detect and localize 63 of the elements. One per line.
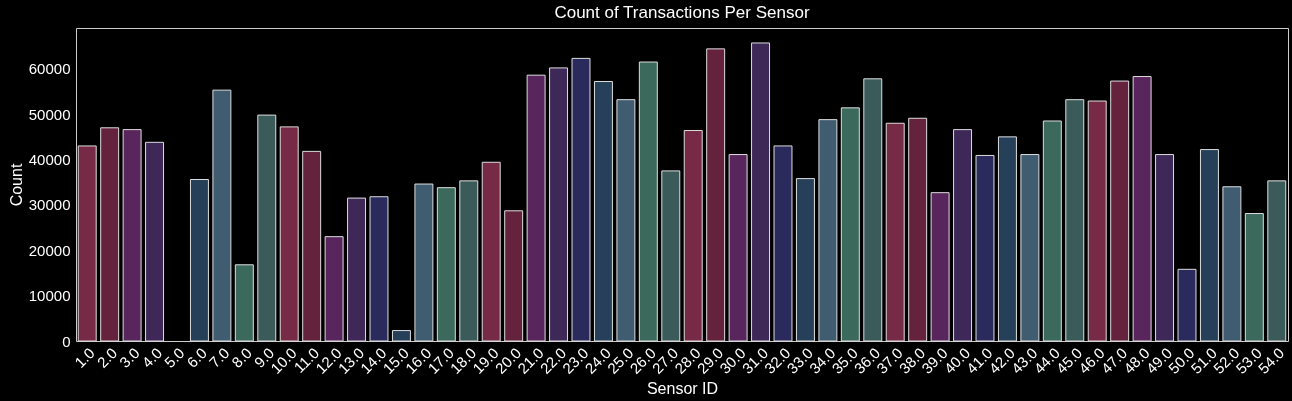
bar [638,61,658,342]
bar [818,119,838,342]
bar [100,127,120,342]
bar [683,130,703,342]
bar [908,117,928,342]
bar [616,99,636,342]
bar [706,48,726,342]
bar [436,187,456,342]
bar [953,129,973,342]
y-tick-label: 60000 [28,60,71,78]
bar [1267,180,1287,342]
x-axis-title: Sensor ID [646,379,719,397]
y-axis-title: Count [7,163,25,207]
bar [459,180,479,342]
bar [1155,154,1175,342]
bar [324,236,344,342]
bar [728,154,748,342]
bar [369,196,389,342]
bar [1110,80,1130,342]
bar [1087,100,1107,342]
bar [593,81,613,342]
bar [212,89,232,342]
bar [234,264,254,342]
bar [1020,154,1040,342]
bar [975,154,995,342]
bar [77,145,97,342]
bar [930,192,950,342]
bar [840,107,860,342]
bar [145,141,165,342]
bar [526,74,546,342]
bar [549,67,569,342]
bar [661,170,681,342]
y-tick-label: 0 [62,332,71,350]
bar [347,197,367,342]
y-tick-label: 10000 [28,287,71,305]
bar [1177,268,1197,342]
bar [391,330,411,342]
bar [571,57,591,342]
bar [885,122,905,342]
bar [122,129,142,342]
bar [279,126,299,342]
bar [863,78,883,342]
bar [414,183,434,342]
bar [481,161,501,342]
bar [1199,149,1219,342]
bar [795,178,815,342]
bar [504,210,524,342]
bar [302,150,322,342]
bar [997,136,1017,342]
y-tick-label: 50000 [28,105,71,123]
bar [1132,76,1152,342]
bar [1222,186,1242,342]
chart-title: Count of Transactions Per Sensor [554,3,810,22]
bar [1065,99,1085,342]
bar [751,42,771,342]
bar [773,145,793,342]
bar [1244,213,1264,342]
y-tick-label: 40000 [28,151,71,169]
bar [1042,120,1062,342]
bar [257,114,277,342]
y-tick-label: 20000 [28,241,71,259]
bar [189,179,209,342]
y-tick-label: 30000 [28,196,71,214]
